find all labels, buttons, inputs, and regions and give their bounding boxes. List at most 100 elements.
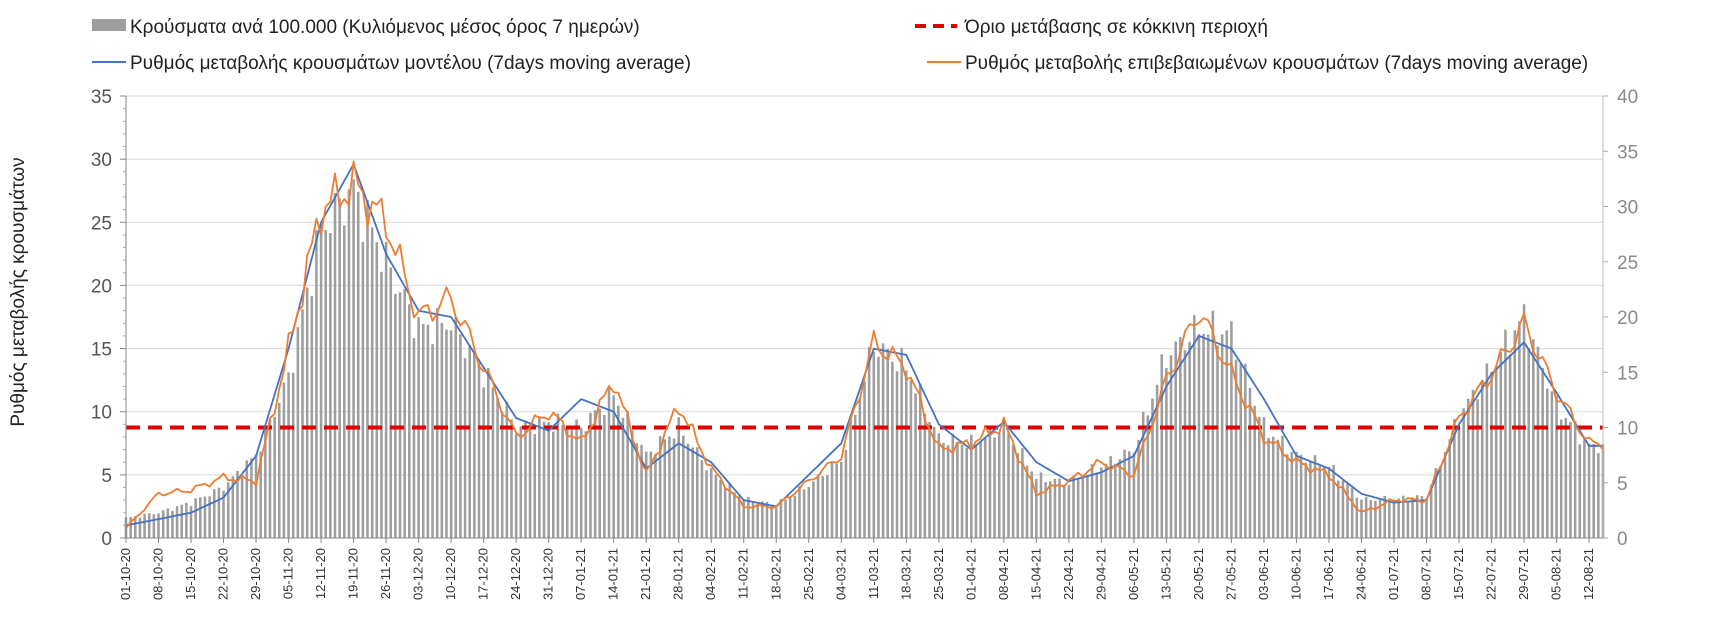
bar: [1132, 452, 1136, 538]
bar: [449, 330, 453, 538]
bar: [751, 501, 755, 538]
bar: [477, 363, 481, 538]
bar: [157, 513, 160, 538]
bar: [1545, 388, 1549, 538]
x-tick-label: 03-12-20: [411, 548, 426, 600]
bar: [663, 439, 667, 538]
x-tick-label: 04-03-21: [833, 548, 848, 600]
bar: [287, 372, 290, 538]
x-tick-label: 22-10-20: [216, 548, 231, 600]
x-tick-label: 15-04-21: [1028, 548, 1043, 600]
bar: [1313, 455, 1317, 538]
bar: [617, 405, 620, 538]
bar: [1234, 359, 1238, 538]
bar: [1244, 363, 1247, 538]
bar: [672, 438, 676, 538]
bar: [993, 437, 996, 538]
bar: [1174, 341, 1177, 538]
x-tick-label: 04-02-21: [703, 548, 718, 600]
x-tick-label: 12-11-20: [313, 548, 328, 599]
bar: [1415, 495, 1419, 538]
bar: [1230, 321, 1233, 538]
bar: [528, 424, 532, 538]
bar: [250, 458, 253, 538]
bar: [774, 507, 778, 538]
bar: [273, 416, 276, 538]
y-tick-label: 0: [101, 529, 112, 550]
bar: [1095, 472, 1099, 538]
bar: [1067, 485, 1071, 538]
bar: [519, 426, 523, 538]
bar: [412, 338, 416, 538]
bar: [556, 413, 560, 538]
bar: [621, 417, 625, 538]
bar: [798, 486, 801, 538]
bar: [826, 475, 829, 538]
y2-tick-label: 0: [1617, 529, 1628, 550]
bar: [435, 308, 439, 538]
bar: [928, 421, 931, 538]
bar: [463, 358, 467, 538]
x-tick-label: 07-01-21: [573, 548, 588, 600]
bar: [1271, 436, 1275, 538]
bar-series-layer: [124, 179, 1605, 539]
bar: [356, 191, 360, 539]
x-tick-label: 11-02-21: [736, 548, 751, 599]
x-tick-label: 18-02-21: [768, 548, 783, 600]
x-tick-label: 31-12-20: [541, 548, 556, 600]
bar: [1225, 330, 1229, 538]
bar: [212, 489, 216, 538]
x-tick-label: 05-11-20: [281, 548, 296, 599]
bar: [389, 267, 393, 538]
bar: [714, 474, 718, 538]
bar: [979, 441, 982, 538]
bar: [877, 356, 880, 538]
bar: [552, 431, 555, 538]
bar: [770, 504, 773, 538]
bar: [1541, 367, 1544, 538]
bar: [974, 445, 978, 538]
bar: [1299, 454, 1303, 538]
bar: [282, 382, 286, 538]
x-tick-label: 08-07-21: [1419, 548, 1434, 600]
y2-tick-label: 15: [1617, 363, 1638, 384]
bar: [189, 506, 193, 538]
bar: [997, 434, 1001, 538]
bar: [640, 444, 643, 538]
bar: [1573, 421, 1577, 538]
bar: [338, 198, 341, 538]
bar: [821, 476, 824, 538]
bar: [812, 481, 815, 538]
bar: [496, 397, 499, 538]
bar: [547, 422, 550, 538]
bar: [1285, 454, 1289, 538]
bar: [500, 411, 504, 538]
bar: [1211, 310, 1215, 538]
bar: [1341, 480, 1345, 538]
x-tick-label: 29-10-20: [248, 548, 263, 600]
bar: [1179, 337, 1182, 538]
bar: [1035, 478, 1038, 538]
bar: [491, 387, 495, 538]
bar: [719, 480, 722, 538]
bar: [1462, 408, 1465, 538]
bar: [937, 433, 941, 538]
bar: [863, 381, 866, 538]
y-tick-label: 25: [91, 213, 112, 234]
bar: [421, 323, 425, 538]
y-tick-label: 20: [91, 276, 112, 297]
bar: [1123, 449, 1126, 538]
bar: [844, 449, 848, 538]
bar: [1151, 398, 1154, 538]
bar: [264, 426, 267, 538]
bar: [1425, 498, 1428, 538]
bar: [1076, 479, 1080, 538]
x-tick-label: 28-01-21: [671, 548, 686, 600]
bar: [733, 492, 736, 538]
bar: [1346, 484, 1349, 538]
bar: [923, 413, 927, 538]
legend-label: Όριο μετάβασης σε κόκκινη περιοχή: [964, 17, 1268, 38]
bar: [231, 476, 235, 538]
bar: [691, 447, 694, 538]
bar: [570, 428, 574, 538]
